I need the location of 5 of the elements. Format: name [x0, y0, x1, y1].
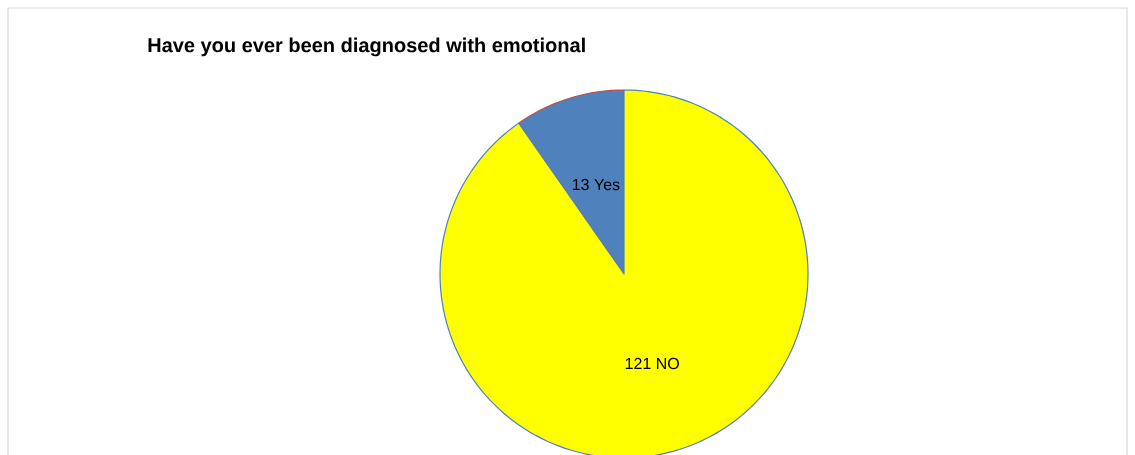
slice-label: NO: [657, 357, 679, 370]
data-label: 121: [625, 357, 651, 370]
chart-title: Have you ever been diagnosed with emotional: [148, 37, 585, 57]
slice-label: Yes: [594, 178, 620, 191]
data-label: 13: [572, 178, 589, 191]
